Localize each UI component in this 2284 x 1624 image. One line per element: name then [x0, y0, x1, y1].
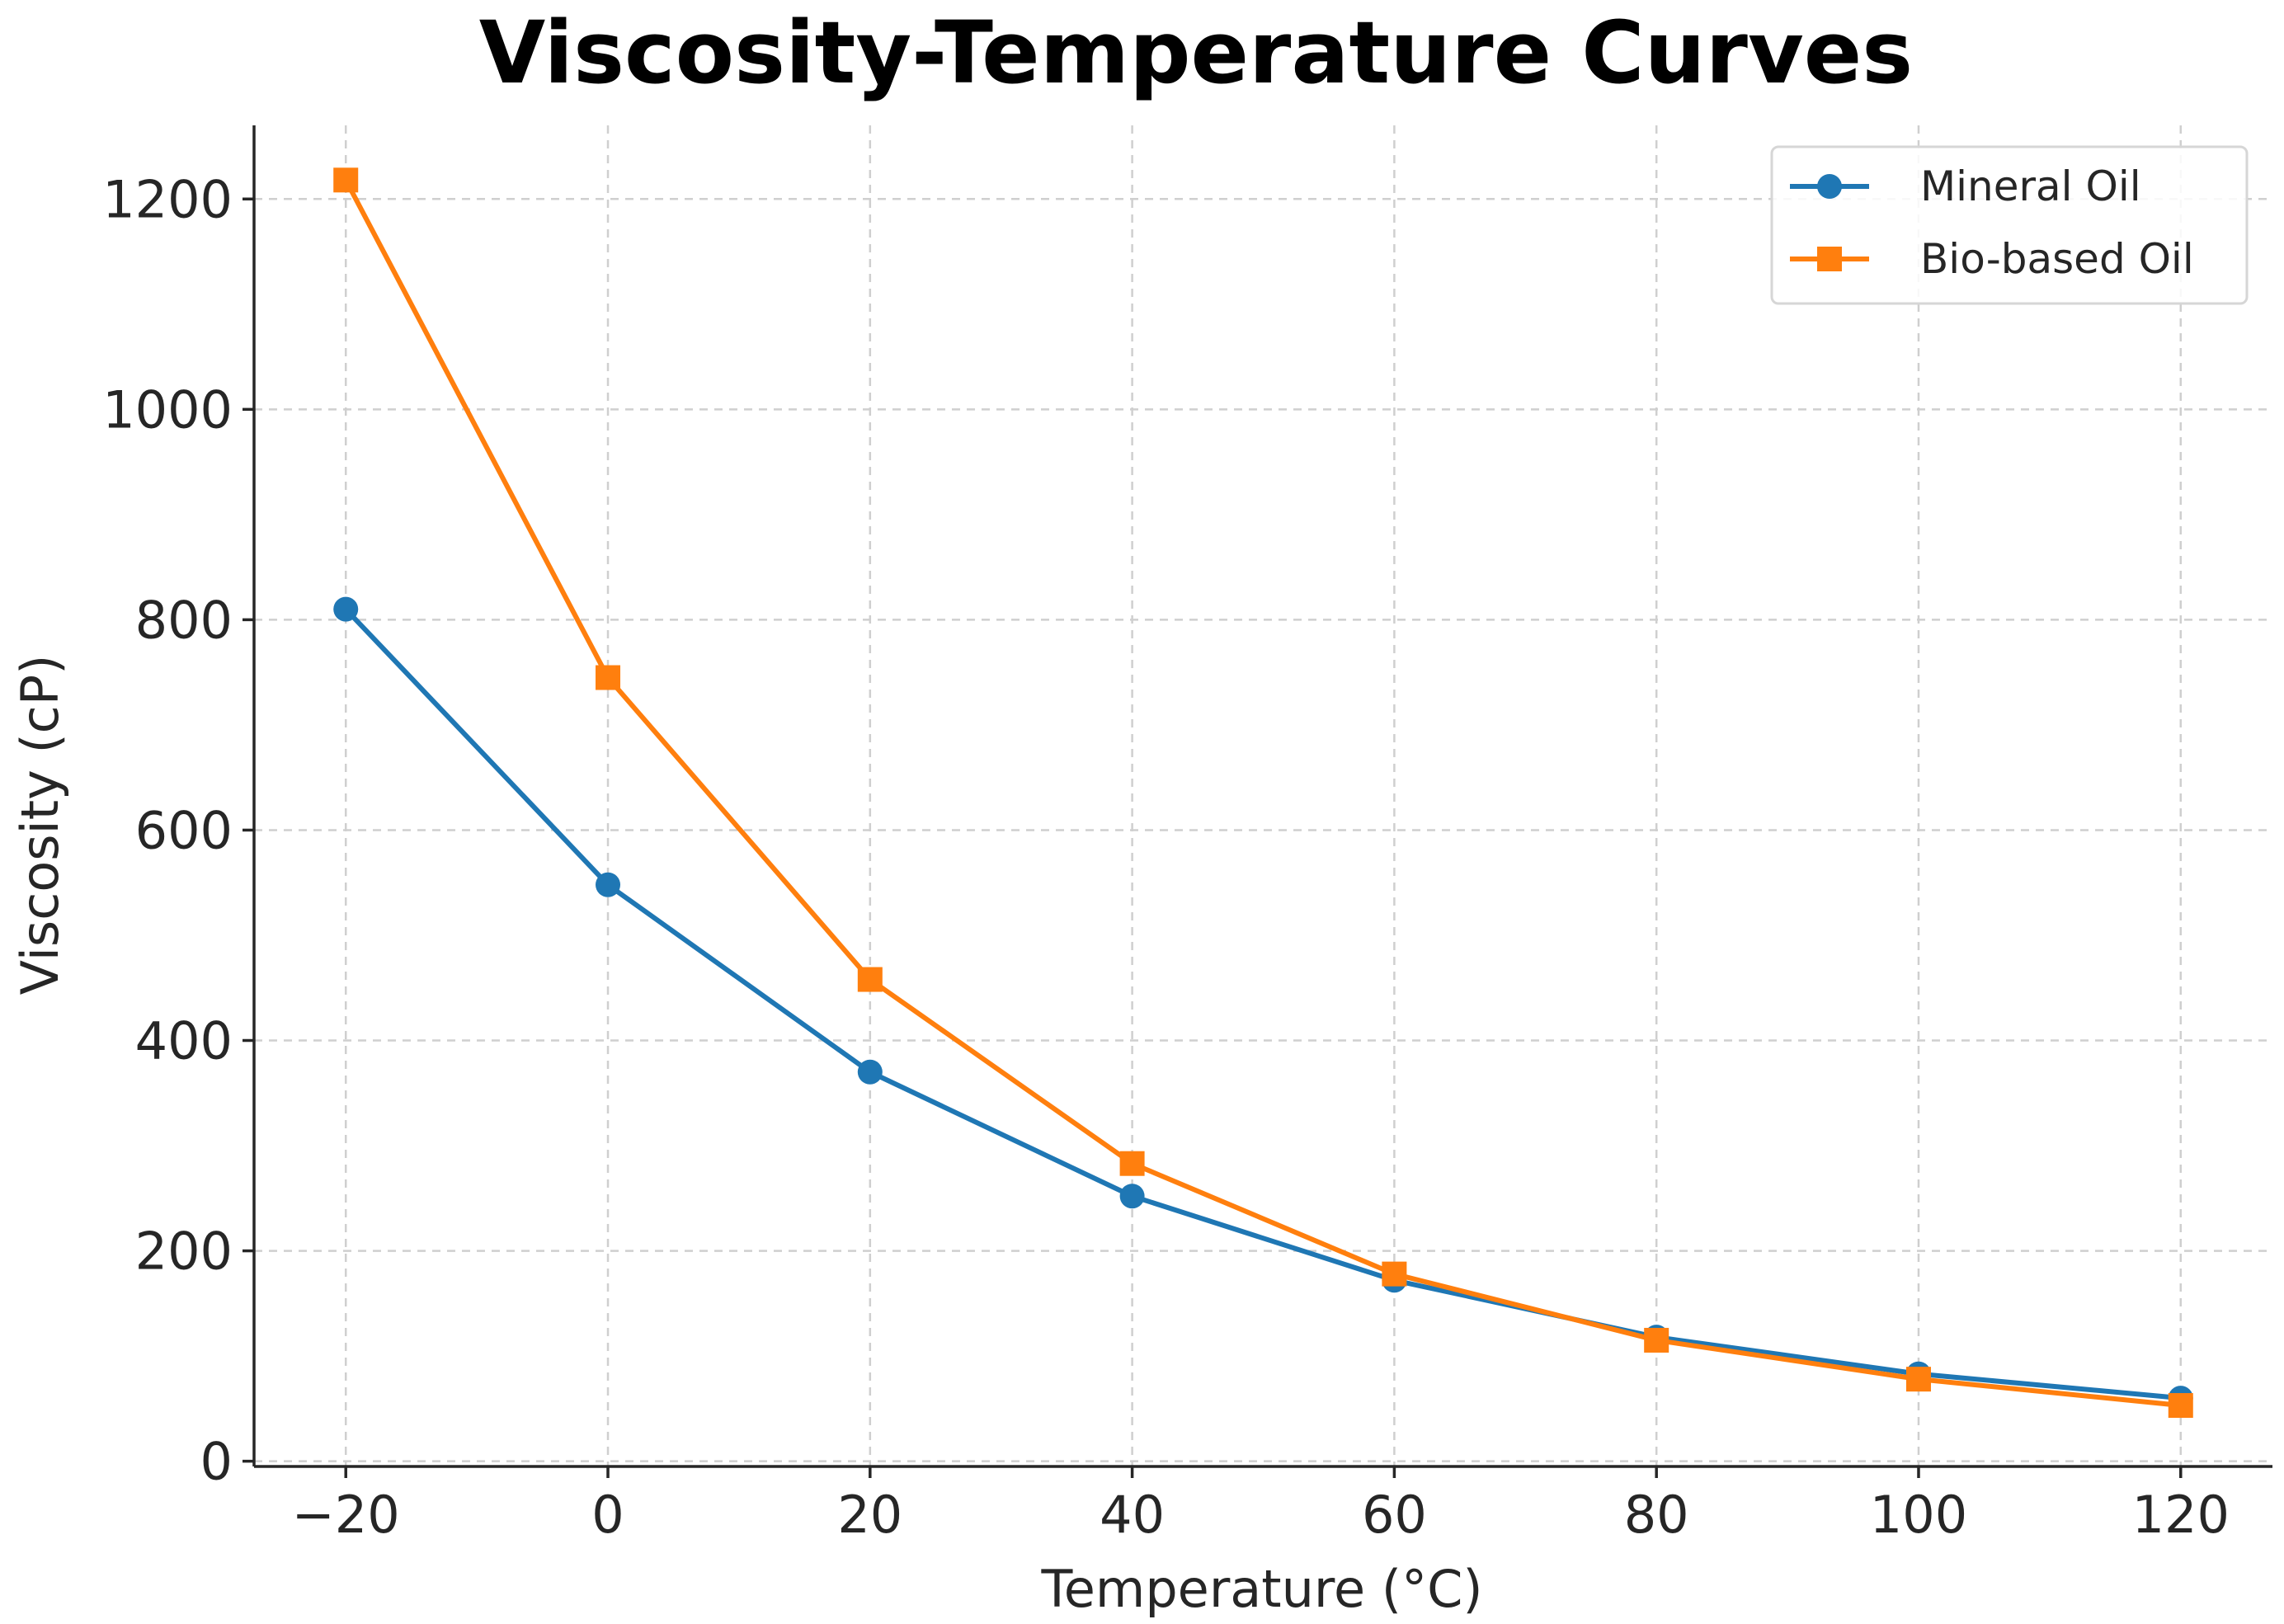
- data-point-bio-based-oil: [2168, 1393, 2193, 1419]
- series-line-mineral-oil: [344, 607, 2182, 1401]
- y-axis-label: Viscosity (cP): [10, 655, 70, 996]
- data-point-mineral-oil: [1119, 1184, 1145, 1209]
- legend-label-mineral-oil: Mineral Oil: [1920, 162, 2141, 210]
- x-tick-label: 120: [2132, 1485, 2230, 1545]
- x-tick-label: 100: [1870, 1485, 1967, 1545]
- legend-item-bio-based-oil[interactable]: Bio-based Oil: [1790, 235, 2194, 283]
- data-point-bio-based-oil: [1905, 1367, 1931, 1392]
- x-axis-label: Temperature (°C): [1040, 1559, 1482, 1619]
- data-point-bio-based-oil: [1382, 1261, 1407, 1287]
- legend-item-mineral-oil[interactable]: Mineral Oil: [1790, 162, 2141, 210]
- x-tick-label: 80: [1624, 1485, 1689, 1545]
- y-tick-label: 600: [135, 800, 233, 860]
- data-point-bio-based-oil: [1119, 1151, 1145, 1176]
- y-tick-label: 0: [200, 1432, 233, 1492]
- y-tick-label: 1000: [102, 379, 233, 440]
- legend-label-bio-based-oil: Bio-based Oil: [1920, 235, 2194, 283]
- y-tick-label: 800: [135, 590, 233, 650]
- data-point-mineral-oil: [857, 1059, 883, 1085]
- legend-marker-mineral-oil: [1817, 174, 1842, 199]
- y-tick-label: 1200: [102, 169, 233, 229]
- x-tick-label: 20: [837, 1485, 902, 1545]
- y-tick-label: 200: [135, 1222, 233, 1282]
- x-tick-label: −20: [292, 1485, 400, 1545]
- x-tick-label: 40: [1100, 1485, 1165, 1545]
- data-point-bio-based-oil: [596, 665, 621, 690]
- data-point-bio-based-oil: [1644, 1327, 1669, 1353]
- data-point-mineral-oil: [596, 872, 621, 897]
- data-series: [333, 167, 2193, 1419]
- legend-box: [1770, 145, 2249, 305]
- y-tick-label: 400: [135, 1011, 233, 1071]
- data-point-mineral-oil: [333, 596, 359, 622]
- series-line-bio-based-oil: [343, 178, 2182, 1409]
- chart-title: Viscosity-Temperature Curves: [479, 2, 1913, 103]
- x-tick-label: 0: [591, 1485, 624, 1545]
- data-point-bio-based-oil: [333, 167, 359, 193]
- legend[interactable]: Mineral Oil Bio-based Oil: [1770, 145, 2249, 305]
- legend-marker-bio-based-oil: [1817, 247, 1842, 271]
- data-point-bio-based-oil: [857, 967, 883, 992]
- series-mineral-oil: [333, 596, 2193, 1411]
- series-bio-based-oil: [333, 167, 2193, 1419]
- grid-lines: [254, 125, 2272, 1466]
- x-tick-label: 60: [1362, 1485, 1427, 1545]
